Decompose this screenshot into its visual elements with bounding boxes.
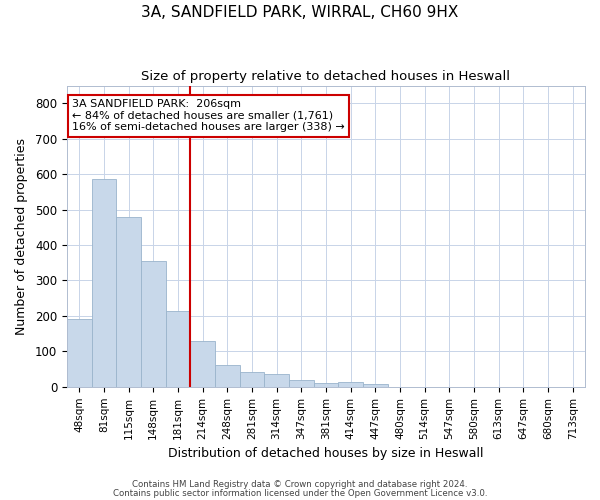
Y-axis label: Number of detached properties: Number of detached properties xyxy=(15,138,28,334)
Text: 3A, SANDFIELD PARK, WIRRAL, CH60 9HX: 3A, SANDFIELD PARK, WIRRAL, CH60 9HX xyxy=(142,5,458,20)
Bar xyxy=(314,383,338,387)
X-axis label: Distribution of detached houses by size in Heswall: Distribution of detached houses by size … xyxy=(168,447,484,460)
Bar xyxy=(289,380,314,387)
Bar xyxy=(190,340,215,387)
Bar xyxy=(116,216,141,387)
Text: 3A SANDFIELD PARK:  206sqm
← 84% of detached houses are smaller (1,761)
16% of s: 3A SANDFIELD PARK: 206sqm ← 84% of detac… xyxy=(72,99,345,132)
Text: Contains HM Land Registry data © Crown copyright and database right 2024.: Contains HM Land Registry data © Crown c… xyxy=(132,480,468,489)
Bar xyxy=(67,320,92,387)
Bar xyxy=(92,180,116,387)
Title: Size of property relative to detached houses in Heswall: Size of property relative to detached ho… xyxy=(142,70,511,83)
Text: Contains public sector information licensed under the Open Government Licence v3: Contains public sector information licen… xyxy=(113,488,487,498)
Bar xyxy=(338,382,363,387)
Bar xyxy=(166,310,190,387)
Bar xyxy=(363,384,388,387)
Bar xyxy=(215,365,239,387)
Bar xyxy=(264,374,289,387)
Bar xyxy=(239,372,264,387)
Bar xyxy=(141,261,166,387)
